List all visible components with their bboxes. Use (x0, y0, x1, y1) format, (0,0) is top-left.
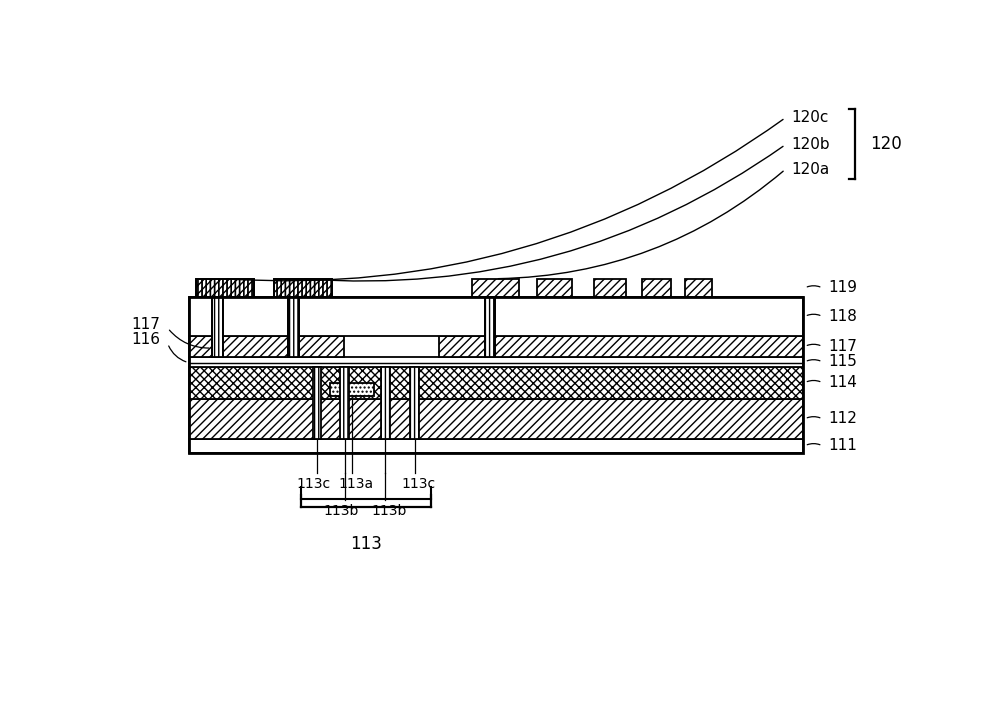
Bar (485, 297, 495, 357)
Bar (189, 297, 803, 336)
Text: 120a: 120a (792, 162, 830, 177)
Bar (537, 278, 572, 297)
Bar (642, 278, 671, 297)
Text: 113b: 113b (323, 505, 359, 518)
Text: 116: 116 (131, 332, 160, 347)
Text: 117: 117 (131, 318, 160, 333)
Bar (340, 367, 349, 439)
Bar (313, 367, 321, 439)
Bar (381, 367, 390, 439)
Text: 113: 113 (350, 534, 382, 552)
Bar (274, 278, 332, 297)
Text: 120c: 120c (792, 110, 829, 125)
Text: 119: 119 (829, 281, 858, 296)
Bar (685, 278, 712, 297)
Bar (594, 278, 626, 297)
Text: 112: 112 (829, 411, 858, 426)
Bar (189, 367, 803, 399)
Bar (196, 278, 254, 297)
Text: 113a: 113a (338, 476, 374, 491)
Text: 117: 117 (829, 339, 858, 354)
Bar (410, 367, 419, 439)
Bar (274, 278, 332, 297)
Bar (189, 336, 344, 357)
Text: 113c: 113c (296, 476, 330, 491)
Bar (288, 297, 299, 357)
Text: 114: 114 (829, 375, 858, 390)
Text: 113b: 113b (371, 505, 407, 518)
Text: 115: 115 (829, 355, 858, 370)
Bar (189, 439, 803, 452)
Bar (196, 278, 254, 297)
Text: 120: 120 (871, 135, 902, 152)
Text: 111: 111 (829, 439, 858, 453)
Bar (189, 357, 803, 367)
Text: 113c: 113c (401, 476, 436, 491)
Bar (189, 399, 803, 439)
Text: 120b: 120b (792, 137, 830, 152)
Text: 118: 118 (829, 309, 858, 324)
Bar (330, 384, 374, 396)
Bar (189, 297, 803, 452)
Bar (439, 336, 803, 357)
Bar (472, 278, 519, 297)
Bar (212, 297, 223, 357)
